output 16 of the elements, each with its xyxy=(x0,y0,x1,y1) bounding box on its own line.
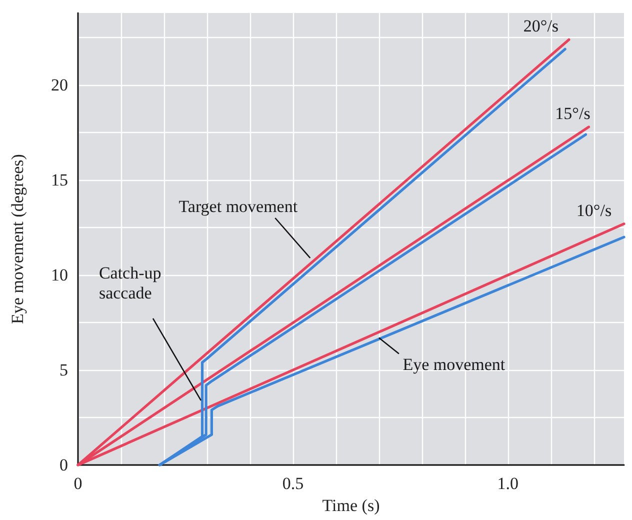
y-tick-label: 0 xyxy=(60,456,68,474)
annotation: 10°/s xyxy=(576,200,612,220)
annotation: 20°/s xyxy=(523,16,559,36)
x-axis-title: Time (s) xyxy=(322,496,380,515)
annotation: Target movement xyxy=(178,196,298,216)
y-tick-label: 20 xyxy=(51,76,68,95)
x-tick-label: 0 xyxy=(74,474,82,493)
y-tick-label: 15 xyxy=(51,170,68,190)
y-axis-title: Eye movement (degrees) xyxy=(8,154,27,324)
annotation: 15°/s xyxy=(555,104,590,123)
annotation: Catch-up saccade xyxy=(98,263,162,302)
x-tick-label: 1.0 xyxy=(497,474,519,493)
y-tick-label: 10 xyxy=(51,266,68,285)
y-tick-label: 5 xyxy=(60,360,68,380)
x-tick-label: 0.5 xyxy=(282,474,304,493)
annotation: Eye movement xyxy=(402,354,506,374)
